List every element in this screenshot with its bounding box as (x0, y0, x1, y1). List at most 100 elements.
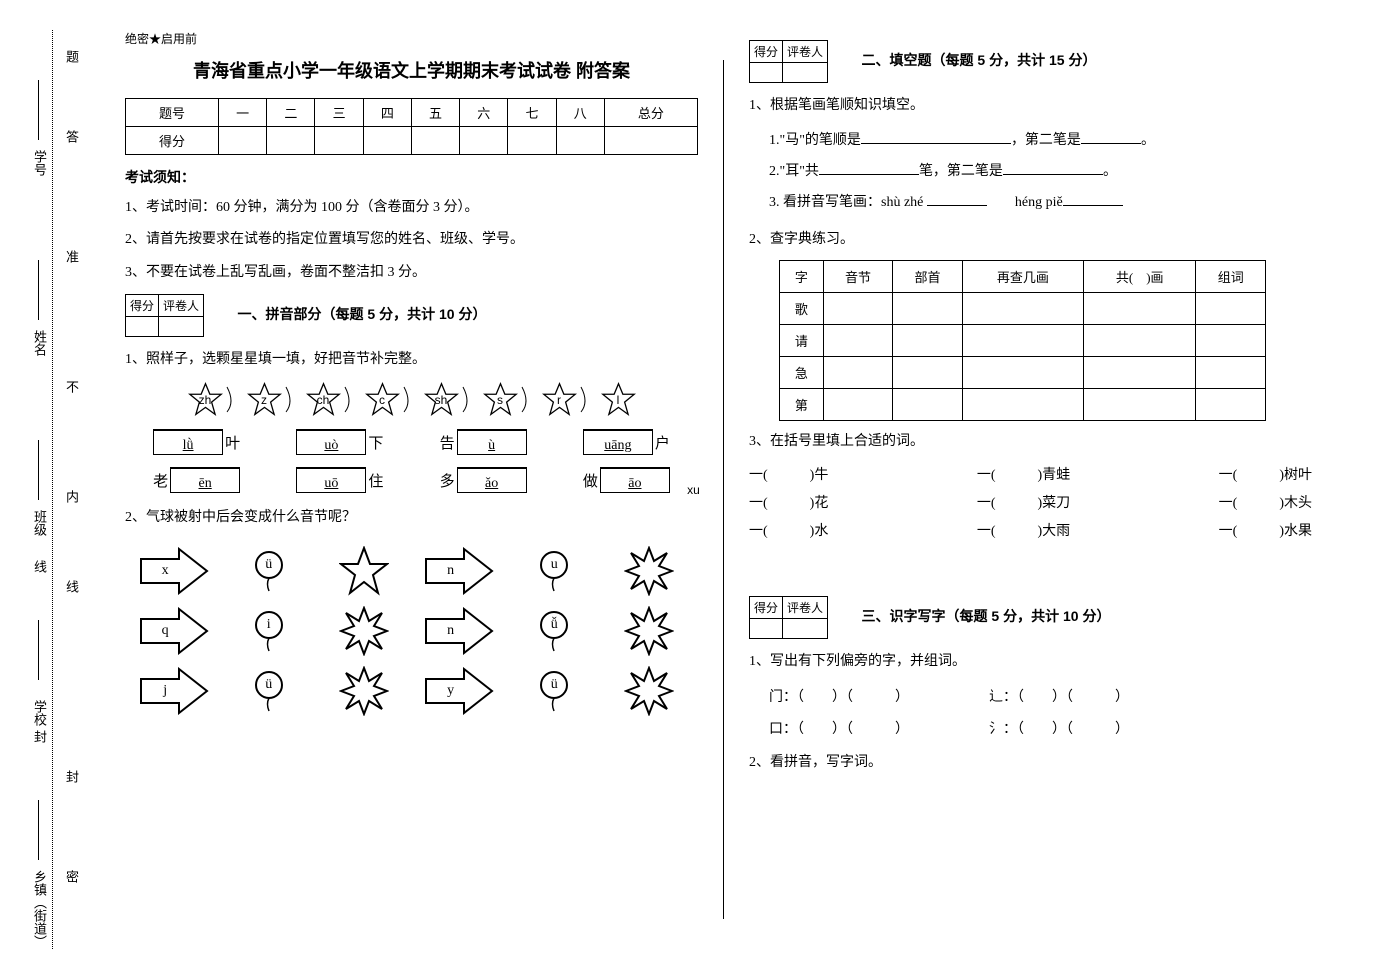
fill-item: 一( )大雨 (977, 518, 1070, 546)
arrow-icon: x (139, 547, 209, 595)
star-icon: zh (188, 382, 223, 417)
fill-item: 一( )花 (749, 490, 828, 518)
column-right: 得分评卷人 二、填空题（每题 5 分，共计 15 分） 1、根据笔画笔顺知识填空… (724, 30, 1347, 949)
binding-seal: 线 (30, 560, 49, 573)
header-cell: 四 (363, 99, 411, 127)
table-row: 得分 (126, 127, 698, 155)
pinyin-pair: uò下 (296, 429, 383, 455)
section-title: 二、填空题（每题 5 分，共计 15 分） (862, 50, 1097, 70)
score-box: 得分评卷人 (125, 294, 204, 337)
arrow-icon: q (139, 607, 209, 655)
radical-item: 门：（ ）（ ） (769, 686, 909, 706)
fill-item: 一( )菜刀 (977, 490, 1070, 518)
seal-char: 答 (62, 130, 81, 143)
radical-item: 口：（ ）（ ） (769, 718, 909, 738)
fill-row: 一( )牛 一( )青蛙 一( )树叶 (749, 462, 1312, 490)
question: 1、照样子，选颗星星填一填，好把音节补完整。 (125, 347, 698, 372)
arrow-grid: xüxunuqinǚjüyü (135, 546, 688, 716)
fill-row: 一( )水一( )大雨一( )水果 (749, 518, 1312, 546)
star-icon: s (483, 382, 518, 417)
arrow-icon: y (424, 667, 494, 715)
star-row: zh z ch c sh s r l (125, 382, 698, 417)
radical-row: 口：（ ）（ ） 氵：（ ）（ ） (769, 718, 1322, 738)
fill-item: 一( )树叶 (1219, 462, 1312, 490)
pinyin-pair: uāng户 (583, 429, 670, 455)
instructions-title: 考试须知： (125, 167, 698, 187)
star-icon: c (365, 382, 400, 417)
pinyin-row: lǜ叶 uò下 告ù uāng户 (125, 429, 698, 455)
secret-mark: 绝密★启用前 (125, 30, 698, 47)
star-icon: xu (339, 546, 389, 596)
binding-seal: 封 (30, 730, 49, 743)
question: 3、在括号里填上合适的词。 (749, 429, 1322, 454)
question: 2、看拼音，写字词。 (749, 750, 1322, 775)
header-cell: 总分 (604, 99, 697, 127)
binding-label: 姓名 (30, 330, 49, 356)
lookup-table: 字 音节 部首 再查几画 共( )画 组词 歌 请 急 第 (779, 260, 1266, 421)
table-row: 歌 (780, 292, 1266, 324)
binding-line (38, 80, 39, 140)
binding-line (38, 800, 39, 860)
seal-char: 不 (62, 380, 81, 393)
binding-label: 乡镇（街道） (30, 870, 49, 948)
table-row: 字 音节 部首 再查几画 共( )画 组词 (780, 260, 1266, 292)
curve-icon (225, 382, 245, 417)
fill-item: 一( )牛 (749, 462, 828, 490)
seal-char: 内 (62, 490, 81, 503)
curve-icon (579, 382, 599, 417)
arrow-icon: j (139, 667, 209, 715)
balloon-icon: u (537, 549, 571, 593)
seal-char: 准 (62, 250, 81, 263)
arrow-icon: n (424, 607, 494, 655)
binding-label: 学号 (30, 150, 49, 176)
star-burst-icon (339, 606, 389, 656)
exam-page: 乡镇（街道） 封 学校 线 班级 姓名 学号 密 封 线 内 不 准 答 题 绝… (0, 0, 1387, 979)
binding-line (38, 260, 39, 320)
sub-question: 1."马"的笔顺是，第二笔是。 (769, 126, 1322, 157)
question: 1、写出有下列偏旁的字，并组词。 (749, 649, 1322, 674)
star-icon: r (542, 382, 577, 417)
blank (819, 161, 919, 175)
section-header: 得分评卷人 三、识字写字（每题 5 分，共计 10 分） (749, 596, 1322, 639)
section-title: 一、拼音部分（每题 5 分，共计 10 分） (238, 304, 487, 324)
header-cell: 六 (460, 99, 508, 127)
balloon-icon: ü (252, 549, 286, 593)
radical-item: 辶：（ ）（ ） (989, 686, 1129, 706)
fill-row: 一( )花一( )菜刀一( )木头 (749, 490, 1312, 518)
binding-label: 班级 (30, 510, 49, 536)
blank (1003, 161, 1103, 175)
header-cell: 五 (411, 99, 459, 127)
instruction-item: 3、不要在试卷上乱写乱画，卷面不整洁扣 3 分。 (125, 262, 698, 284)
curve-icon (284, 382, 304, 417)
balloon-icon: ü (252, 669, 286, 713)
question: 1、根据笔画笔顺知识填空。 (749, 93, 1322, 118)
pinyin-pair: 多ǎo (440, 467, 527, 493)
star-burst-icon (624, 666, 674, 716)
seal-char: 封 (62, 770, 81, 783)
star-icon: ch (306, 382, 341, 417)
binding-dashed-line (52, 30, 53, 949)
instruction-item: 1、考试时间：60 分钟，满分为 100 分（含卷面分 3 分）。 (125, 197, 698, 219)
balloon-icon: ü (537, 669, 571, 713)
star-burst-icon (624, 606, 674, 656)
star-icon: l (601, 382, 636, 417)
header-cell: 二 (267, 99, 315, 127)
question: 2、气球被射中后会变成什么音节呢？ (125, 505, 698, 530)
content-columns: 绝密★启用前 青海省重点小学一年级语文上学期期末考试试卷 附答案 题号 一 二 … (90, 0, 1387, 979)
binding-margin: 乡镇（街道） 封 学校 线 班级 姓名 学号 密 封 线 内 不 准 答 题 (0, 0, 90, 979)
table-row: 请 (780, 324, 1266, 356)
fill-grid: 一( )牛一( )青蛙一( )树叶一( )花一( )菜刀一( )木头一( )水一… (749, 462, 1322, 546)
binding-line (38, 440, 39, 500)
seal-char: 线 (62, 580, 81, 593)
blank (927, 192, 987, 206)
radical-row: 门：（ ）（ ） 辶：（ ）（ ） (769, 686, 1322, 706)
score-header-table: 题号 一 二 三 四 五 六 七 八 总分 得分 (125, 98, 698, 155)
table-row: 第 (780, 388, 1266, 420)
fill-item: 一( )水 (749, 518, 828, 546)
sub-question: 2."耳"共笔，第二笔是。 (769, 157, 1322, 188)
star-icon: sh (424, 382, 459, 417)
pinyin-row: 老ēn uō住 多ǎo 做āo (125, 467, 698, 493)
sub-question: 3. 看拼音写笔画：shù zhé héng piě (769, 188, 1322, 219)
fill-item: 一( )青蛙 (977, 462, 1070, 490)
instructions: 1、考试时间：60 分钟，满分为 100 分（含卷面分 3 分）。 2、请首先按… (125, 197, 698, 284)
